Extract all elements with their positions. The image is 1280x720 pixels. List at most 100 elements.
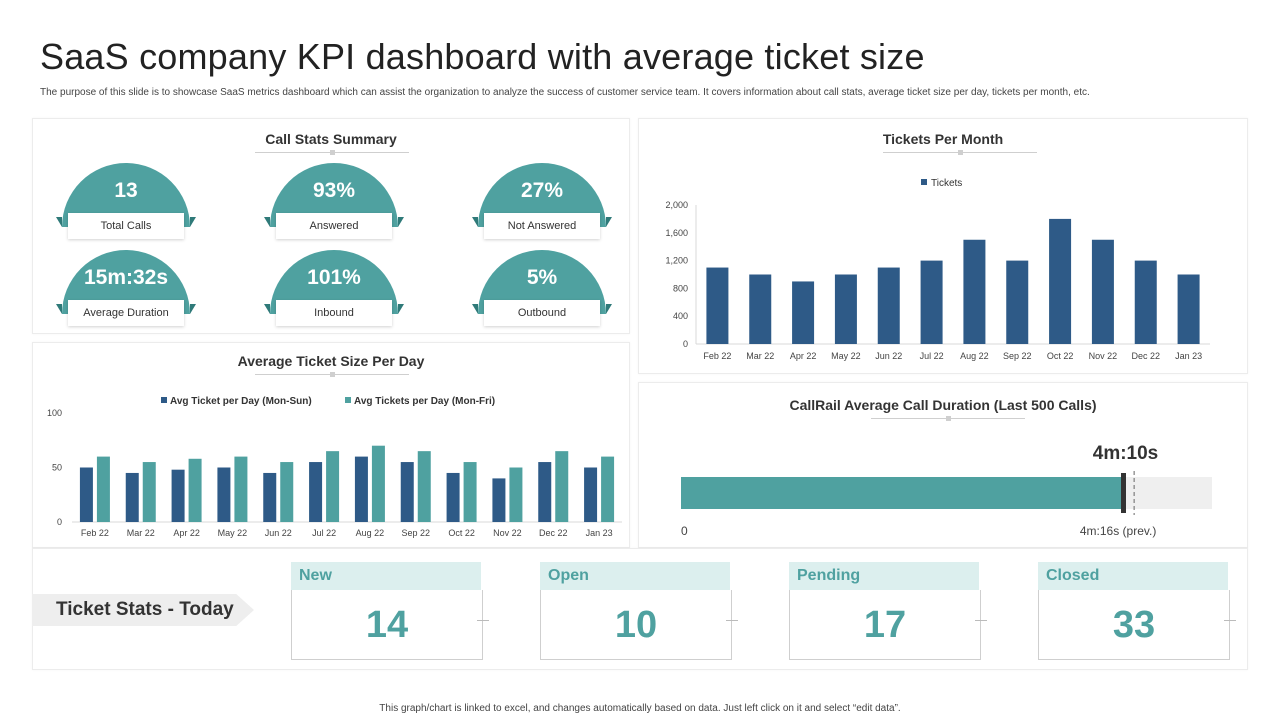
- bar-tickets[interactable]: [1177, 274, 1200, 345]
- x-tick-label: Sep 22: [401, 528, 430, 538]
- x-tick-label: Dec 22: [539, 528, 568, 538]
- tickets-per-month-chart[interactable]: Tickets 0 400 800 1,200 1,600 2,000 Feb 22 Mar…: [648, 170, 1238, 370]
- bar-mon-sun[interactable]: [584, 467, 598, 523]
- legend-label: Avg Tickets per Day (Mon-Fri): [354, 396, 495, 407]
- bar-tickets[interactable]: [792, 281, 815, 344]
- bar-mon-sun[interactable]: [263, 472, 277, 522]
- ticket-card-label: Pending: [797, 567, 861, 584]
- bar-mon-sun[interactable]: [354, 456, 368, 522]
- x-tick-label: Oct 22: [448, 528, 475, 538]
- gauge-inbound[interactable]: 101% Inbound: [264, 250, 404, 330]
- gauge-label: Total Calls: [68, 213, 184, 239]
- duration-prev-label: 4m:16s (prev.): [1080, 524, 1156, 538]
- title-divider: [255, 150, 409, 155]
- bar-mon-sun[interactable]: [125, 472, 139, 522]
- bar-mon-sun[interactable]: [217, 467, 231, 523]
- ticket-card-header: Pending: [789, 562, 979, 590]
- gauge-value: 15m:32s: [83, 266, 169, 289]
- x-tick-label: May 22: [218, 528, 248, 538]
- bar-mon-fri[interactable]: [417, 451, 431, 522]
- x-tick-label: Aug 22: [960, 351, 989, 361]
- bar-mon-fri[interactable]: [463, 462, 477, 522]
- ticket-card-open[interactable]: Open 10: [540, 562, 738, 660]
- x-tick-label: Jul 22: [920, 351, 944, 361]
- ticket-card-closed[interactable]: Closed 33: [1038, 562, 1236, 660]
- bar-mon-fri[interactable]: [601, 456, 615, 522]
- bar-mon-fri[interactable]: [188, 458, 202, 522]
- ticket-card-body: [540, 590, 732, 660]
- bar-mon-sun[interactable]: [400, 462, 414, 522]
- gauge-average-duration[interactable]: 15m:32s Average Duration: [56, 250, 196, 330]
- y-tick-label: 1,600: [665, 228, 688, 238]
- gauge-outbound[interactable]: 5% Outbound: [472, 250, 612, 330]
- y-tick-label: 400: [673, 311, 688, 321]
- bar-tickets[interactable]: [834, 274, 857, 345]
- x-tick-label: Mar 22: [127, 528, 155, 538]
- page-subtitle: The purpose of this slide is to showcase…: [40, 87, 1090, 98]
- legend-swatch: [161, 397, 167, 403]
- ticket-card-label: Open: [548, 567, 589, 584]
- duration-min-label: 0: [681, 524, 688, 538]
- bar-mon-sun[interactable]: [79, 467, 93, 523]
- title-divider: [883, 150, 1037, 155]
- bar-tickets[interactable]: [920, 260, 943, 344]
- duration-current-marker: [1121, 473, 1126, 513]
- bar-tickets[interactable]: [1091, 239, 1114, 344]
- x-tick-label: Jun 22: [265, 528, 292, 538]
- bar-mon-sun[interactable]: [446, 472, 460, 522]
- avg-ticket-size-chart[interactable]: Avg Ticket per Day (Mon-Sun) Avg Tickets…: [36, 390, 626, 545]
- bar-mon-fri[interactable]: [142, 462, 156, 522]
- x-tick-label: Aug 22: [356, 528, 385, 538]
- gauge-label: Outbound: [484, 300, 600, 326]
- call-duration-bullet-chart[interactable]: 4m:10s 0 4m:16s (prev.): [672, 440, 1232, 540]
- bar-mon-fri[interactable]: [371, 445, 385, 522]
- bar-tickets[interactable]: [877, 267, 900, 344]
- ticket-card-body: [1038, 590, 1230, 660]
- gauge-value: 5%: [526, 266, 558, 289]
- bar-mon-fri[interactable]: [280, 462, 294, 522]
- legend-swatch: [345, 397, 351, 403]
- gauge-value: 101%: [307, 266, 361, 289]
- bar-tickets[interactable]: [1134, 260, 1157, 344]
- x-tick-label: Jul 22: [312, 528, 336, 538]
- x-tick-label: Feb 22: [703, 351, 731, 361]
- card-tick: [477, 620, 489, 621]
- x-tick-label: Jan 23: [1175, 351, 1202, 361]
- gauge-value: 13: [114, 179, 138, 202]
- x-tick-label: Nov 22: [1089, 351, 1118, 361]
- page-title: SaaS company KPI dashboard with average …: [40, 36, 925, 77]
- gauge-label: Not Answered: [484, 213, 600, 239]
- x-tick-label: Mar 22: [746, 351, 774, 361]
- ticket-card-value: 33: [1112, 604, 1156, 646]
- bar-mon-sun[interactable]: [171, 469, 185, 522]
- duration-fill-bar: [681, 477, 1124, 509]
- tickets-chart-title: Tickets Per Month: [882, 131, 1004, 147]
- bar-tickets[interactable]: [1049, 218, 1072, 344]
- ticket-card-label: New: [299, 567, 332, 584]
- bar-tickets[interactable]: [1006, 260, 1029, 344]
- ticket-stats-banner: Ticket Stats - Today: [32, 594, 254, 626]
- bar-tickets[interactable]: [706, 267, 729, 344]
- bar-mon-fri[interactable]: [509, 467, 523, 523]
- ticket-card-new[interactable]: New 14: [291, 562, 489, 660]
- card-tick: [1224, 620, 1236, 621]
- gauge-not-answered[interactable]: 27% Not Answered: [472, 163, 612, 243]
- bar-mon-sun[interactable]: [309, 462, 323, 522]
- chart-legend: Tickets: [921, 178, 962, 189]
- bar-tickets[interactable]: [963, 239, 986, 344]
- x-tick-label: Apr 22: [790, 351, 817, 361]
- ticket-card-value: 14: [365, 604, 409, 646]
- gauge-answered[interactable]: 93% Answered: [264, 163, 404, 243]
- bar-mon-fri[interactable]: [555, 451, 569, 522]
- bar-tickets[interactable]: [749, 274, 772, 345]
- card-tick: [975, 620, 987, 621]
- chart-legend: Avg Ticket per Day (Mon-Sun) Avg Tickets…: [161, 396, 495, 407]
- footer-note: This graph/chart is linked to excel, and…: [379, 703, 901, 714]
- bar-mon-fri[interactable]: [326, 451, 340, 522]
- ticket-card-pending[interactable]: Pending 17: [789, 562, 987, 660]
- bar-mon-sun[interactable]: [538, 462, 552, 522]
- bar-mon-fri[interactable]: [96, 456, 110, 522]
- gauge-total-calls[interactable]: 13 Total Calls: [56, 163, 196, 243]
- bar-mon-sun[interactable]: [492, 478, 506, 522]
- bar-mon-fri[interactable]: [234, 456, 248, 522]
